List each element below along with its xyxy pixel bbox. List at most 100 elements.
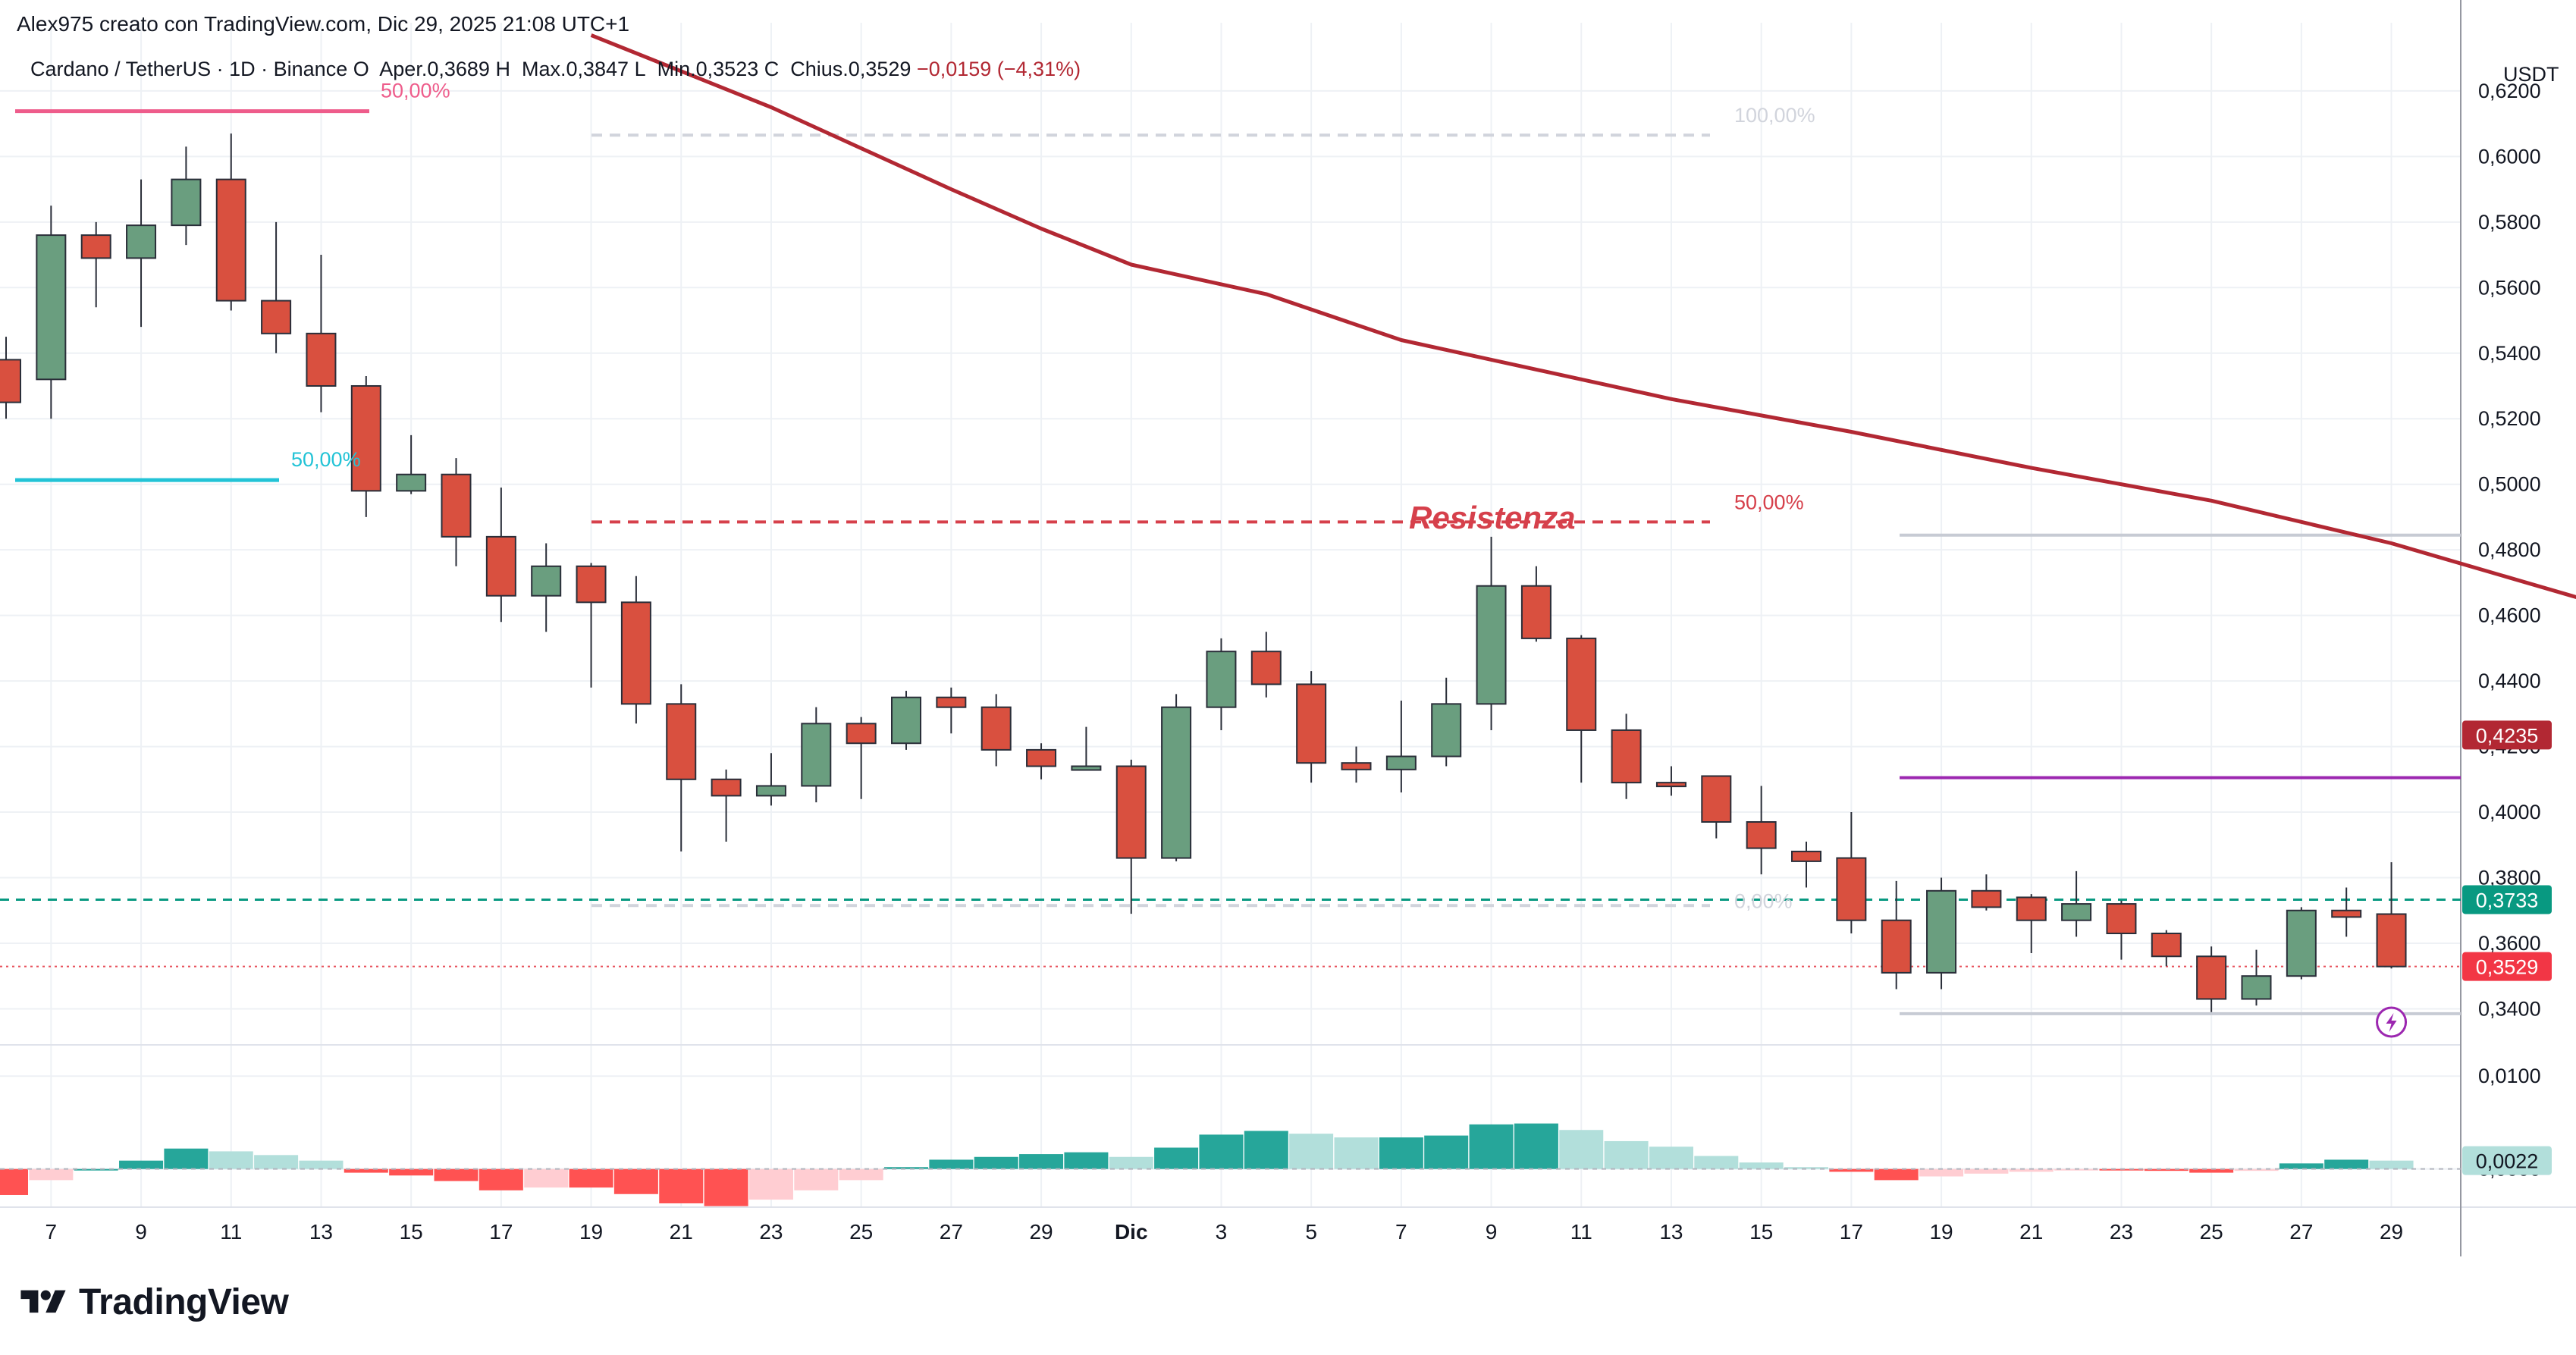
histogram-bar [1784, 1167, 1828, 1169]
histogram-bar [1874, 1168, 1919, 1181]
histogram-bar [2279, 1163, 2323, 1169]
candle-body [1791, 850, 1821, 862]
time-tick-label: 27 [940, 1220, 963, 1244]
open-value: Aper.0,3689 [379, 58, 490, 80]
candle [350, 376, 381, 517]
candle [1611, 714, 1642, 799]
histogram-bar [569, 1168, 613, 1188]
candle-body [1385, 755, 1417, 770]
candle-body [711, 778, 742, 797]
candle [846, 717, 877, 799]
histogram-bar [1379, 1137, 1423, 1169]
time-tick-label: 23 [2110, 1220, 2133, 1244]
time-tick-label: 25 [2200, 1220, 2223, 1244]
lightning-icon [2376, 1006, 2408, 1038]
candle-body [891, 696, 921, 745]
candle-body [396, 473, 427, 492]
high-label: H [495, 58, 510, 80]
candle [2376, 862, 2407, 969]
histogram-bar [929, 1159, 974, 1169]
fib-label-0: 0,00% [1734, 889, 1793, 912]
candle-body [215, 178, 246, 302]
time-tick-label: 19 [579, 1220, 603, 1244]
candle-body [1520, 585, 1552, 639]
histogram-bar [2234, 1168, 2279, 1172]
histogram-bar [74, 1168, 118, 1171]
candle [1836, 812, 1867, 934]
histogram-bar [1739, 1162, 1784, 1169]
candle [755, 753, 786, 806]
annotation-labels: 50,00% 50,00% 100,00% 50,00% 0,00% Resistenza [291, 80, 2408, 1038]
candle [396, 434, 427, 494]
candle [261, 221, 292, 353]
time-tick-label: 13 [1659, 1220, 1683, 1244]
candle-body [0, 359, 21, 403]
time-tick-label: 13 [309, 1220, 333, 1244]
time-tick-label: 3 [1216, 1220, 1228, 1244]
candle-body [1566, 637, 1597, 731]
candle-body [755, 785, 786, 797]
symbol-name[interactable]: Cardano / TetherUS · 1D · Binance [30, 58, 348, 80]
time-tick-label: 9 [1486, 1220, 1498, 1244]
time-tick-label: 7 [45, 1220, 58, 1244]
histogram-bar [0, 1168, 28, 1195]
moving-average-line [590, 33, 2576, 600]
candle [1385, 701, 1417, 793]
candle [620, 576, 651, 724]
candle [1655, 766, 1686, 796]
histogram-bar [2009, 1168, 2054, 1172]
histogram-bar [2324, 1159, 2369, 1169]
time-tick-label: 17 [489, 1220, 513, 1244]
histogram-bar [1604, 1140, 1649, 1169]
price-tick-label: 0,3600 [2478, 932, 2541, 955]
tradingview-logo-text: TradingView [79, 1282, 289, 1322]
candle-body [531, 565, 562, 597]
ma-price-badge: 0,4235 [2462, 720, 2552, 750]
last-price-badge-bg [2462, 952, 2552, 981]
candle [80, 221, 111, 308]
price-tick-label: 0,4400 [2478, 670, 2541, 692]
histogram-bar [794, 1168, 839, 1190]
time-tick-label: 21 [670, 1220, 693, 1244]
price-tick-label: 0,5400 [2478, 342, 2541, 365]
candle [126, 179, 157, 328]
candle [1026, 743, 1057, 779]
tradingview-logo[interactable]: TradingView [18, 1281, 289, 1323]
candle [1115, 759, 1147, 914]
price-tick-label: 0,5200 [2478, 407, 2541, 430]
price-tick-label: 0,3400 [2478, 997, 2541, 1020]
chart-overlays [0, 109, 2461, 1015]
candle [711, 769, 742, 842]
time-tick-label: 27 [2289, 1220, 2313, 1244]
histogram-bar [2144, 1168, 2189, 1172]
histogram-value-badge-text: 0,0022 [2476, 1150, 2539, 1173]
ma-price-badge-text: 0,4235 [2476, 724, 2539, 747]
candle-body [1341, 762, 1372, 770]
open-label: O [353, 58, 369, 80]
low-label: L [634, 58, 646, 80]
candle-body [1161, 706, 1192, 859]
histogram-bar [1109, 1156, 1153, 1169]
candle-body [1071, 765, 1102, 771]
candle-body [1431, 703, 1462, 757]
candle-body [2061, 903, 2092, 921]
histogram-bar [164, 1148, 209, 1169]
candle [215, 133, 246, 311]
chart-credit: Alex975 creato con TradingView.com, Dic … [17, 12, 630, 36]
candle-body [485, 535, 516, 597]
candle-body [2016, 896, 2047, 921]
time-tick-label: 29 [2380, 1220, 2403, 1244]
histogram-bar [434, 1168, 478, 1181]
candle [1746, 786, 1777, 875]
close-value: Chius.0,3529 [790, 58, 911, 80]
candle-body [1836, 857, 1867, 921]
histogram-bar [1469, 1124, 1514, 1169]
candle-body [126, 224, 157, 259]
histogram-bar [299, 1160, 344, 1169]
histogram-bar [748, 1168, 793, 1200]
change-value: −0,0159 (−4,31%) [916, 58, 1081, 80]
price-tick-label: 0,5600 [2478, 276, 2541, 299]
histogram-bar [1019, 1154, 1064, 1169]
